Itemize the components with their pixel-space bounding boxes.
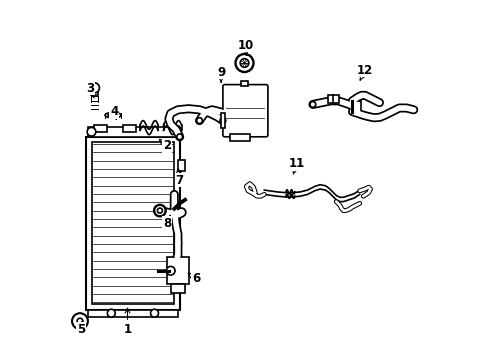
Circle shape	[166, 266, 175, 275]
Bar	[178, 275, 185, 286]
Ellipse shape	[196, 118, 202, 123]
Text: 4: 4	[110, 105, 118, 120]
Bar	[221, 113, 225, 128]
Text: 10: 10	[238, 39, 254, 55]
FancyBboxPatch shape	[223, 85, 267, 137]
Ellipse shape	[177, 134, 182, 140]
Bar	[86, 137, 179, 310]
Bar	[94, 125, 107, 132]
Circle shape	[154, 205, 165, 216]
Text: 5: 5	[77, 322, 84, 336]
Text: 12: 12	[356, 64, 372, 80]
Bar	[352, 101, 361, 112]
Text: 7: 7	[175, 168, 183, 186]
Text: 2: 2	[159, 139, 171, 152]
Ellipse shape	[108, 114, 118, 117]
Text: 6: 6	[188, 273, 200, 285]
Bar	[333, 95, 339, 103]
Circle shape	[72, 313, 88, 329]
Ellipse shape	[309, 102, 315, 107]
Text: 8: 8	[163, 215, 171, 230]
Text: 3: 3	[86, 82, 94, 98]
Bar	[178, 160, 185, 171]
Circle shape	[240, 59, 248, 67]
Circle shape	[89, 83, 99, 93]
Bar	[327, 95, 333, 103]
Text: 11: 11	[288, 157, 304, 174]
Circle shape	[235, 54, 253, 72]
Bar	[230, 134, 249, 141]
Circle shape	[107, 309, 115, 317]
Bar	[88, 127, 178, 137]
Ellipse shape	[220, 118, 225, 123]
Circle shape	[157, 208, 162, 213]
Bar	[170, 284, 185, 293]
Bar	[88, 310, 178, 317]
Circle shape	[77, 318, 82, 324]
Circle shape	[150, 309, 158, 317]
Bar	[91, 91, 98, 95]
Bar	[241, 81, 247, 86]
Bar	[122, 125, 136, 132]
Text: 9: 9	[217, 66, 225, 82]
Ellipse shape	[105, 112, 121, 118]
Bar	[91, 142, 174, 304]
Circle shape	[87, 127, 96, 136]
Bar	[167, 257, 188, 284]
Text: 1: 1	[123, 308, 131, 336]
